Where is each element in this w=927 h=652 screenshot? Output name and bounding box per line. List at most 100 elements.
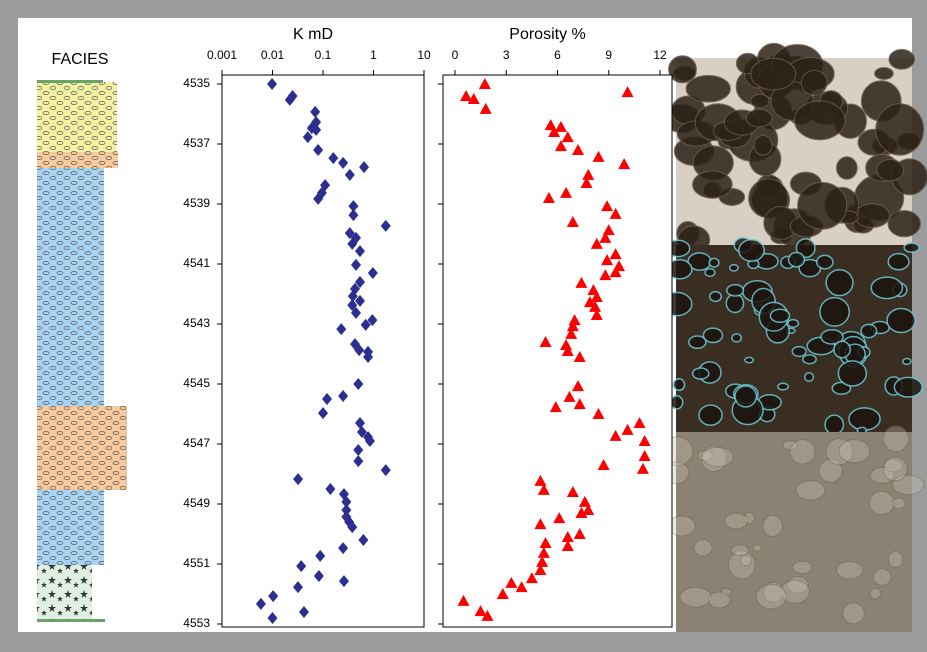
photo-grain <box>788 320 799 328</box>
x-tick-label: 6 <box>554 48 561 62</box>
photo-grain <box>686 75 730 102</box>
y-tick-label: 4549 <box>183 496 210 510</box>
photo-grain <box>825 415 843 434</box>
photo-grain <box>693 171 733 198</box>
photo-grain <box>673 379 684 391</box>
photo-grain <box>689 336 706 348</box>
thin-section-photos <box>661 43 927 632</box>
facies-title: FACIES <box>52 51 109 68</box>
facies-pattern <box>37 406 127 490</box>
photo-grain <box>870 588 881 599</box>
photo-grain <box>888 254 909 270</box>
y-tick-label: 4551 <box>183 556 210 570</box>
photo-grain <box>803 355 816 364</box>
photo-grain <box>805 373 814 381</box>
photo-grain <box>735 386 756 407</box>
y-tick-label: 4537 <box>183 136 210 150</box>
photo-grain <box>869 491 894 514</box>
x-tick-label: 0.1 <box>315 48 332 62</box>
facies-base <box>37 619 105 622</box>
photo-grain <box>680 587 711 607</box>
photo-grain <box>875 68 894 80</box>
photo-grain <box>904 243 919 252</box>
photo-grain <box>727 285 744 296</box>
photo-grain <box>789 253 805 267</box>
y-tick-label: 4547 <box>183 436 210 450</box>
photo-grain <box>798 182 847 229</box>
photo-grain <box>817 255 833 268</box>
x-tick-label: 0 <box>452 48 459 62</box>
photo-grain <box>874 569 892 586</box>
y-tick-label: 4543 <box>183 316 210 330</box>
photo-grain <box>694 540 712 557</box>
photo-grain <box>871 277 902 298</box>
facies-pattern <box>37 565 92 620</box>
photo-grain <box>725 513 748 529</box>
y-tick-label: 4539 <box>183 196 210 210</box>
frame-edge <box>0 330 10 652</box>
photo-grain <box>837 561 864 579</box>
x-tick-label: 0.01 <box>261 48 285 62</box>
photo-grain <box>796 481 825 500</box>
chart-title: K mD <box>293 26 333 43</box>
photo-grain <box>894 377 922 397</box>
photo-grain <box>726 294 743 312</box>
photo-grain <box>740 555 751 566</box>
photo-grain <box>790 439 815 464</box>
photo-grain <box>754 136 772 156</box>
y-tick-label: 4535 <box>183 76 210 90</box>
photo-grain <box>705 269 715 277</box>
photo-grain <box>745 357 753 362</box>
photo-grain <box>887 309 915 333</box>
photo-grain <box>826 270 853 296</box>
plot-area <box>222 75 424 627</box>
photo-grain <box>770 309 789 322</box>
photo-grain <box>889 49 915 69</box>
photo-grain <box>746 109 772 127</box>
photo-grain <box>838 361 866 386</box>
photo-grain <box>903 359 911 365</box>
photo-grain <box>732 334 741 342</box>
photo-grain <box>888 211 921 237</box>
facies-pattern <box>37 82 117 152</box>
photo-grain <box>669 56 697 83</box>
photo-grain <box>883 457 907 481</box>
photo-grain <box>876 104 924 155</box>
figure: FACIES K mD0.0010.010.111045354537453945… <box>0 0 927 652</box>
y-tick-label: 4553 <box>183 616 210 630</box>
photo-grain <box>854 204 889 228</box>
photo-grain <box>839 439 870 462</box>
y-tick-label: 4541 <box>183 256 210 270</box>
photo-grain <box>756 584 786 608</box>
photo-grain <box>834 341 850 357</box>
photo-grain <box>888 552 903 568</box>
facies-pattern <box>37 168 104 406</box>
photo-grain <box>778 383 788 390</box>
photo-grain <box>731 545 749 556</box>
photo-grain <box>710 292 722 302</box>
photo-grain <box>843 603 865 624</box>
photo-grain <box>753 545 762 552</box>
chart-title: Porosity % <box>509 26 585 43</box>
photo-grain <box>793 561 812 574</box>
photo-grain <box>730 265 738 271</box>
photo-grain <box>792 347 806 357</box>
photo-grain <box>892 498 905 509</box>
x-tick-label: 3 <box>503 48 510 62</box>
photo-grain <box>861 324 876 337</box>
photo-grain <box>751 58 796 90</box>
y-tick-label: 4545 <box>183 376 210 390</box>
photo-grain <box>877 159 904 181</box>
facies-top <box>37 80 103 83</box>
photo-grain <box>794 101 845 140</box>
photo-grain <box>820 298 849 326</box>
photo-grain <box>709 258 719 267</box>
photo-grain <box>699 405 722 425</box>
photo-grain <box>693 368 709 379</box>
photo-grain <box>801 70 827 95</box>
x-tick-label: 10 <box>417 48 431 62</box>
photo-grain <box>836 157 857 180</box>
photo-grain <box>702 447 733 466</box>
x-tick-label: 12 <box>653 48 667 62</box>
photo-grain <box>849 408 880 430</box>
